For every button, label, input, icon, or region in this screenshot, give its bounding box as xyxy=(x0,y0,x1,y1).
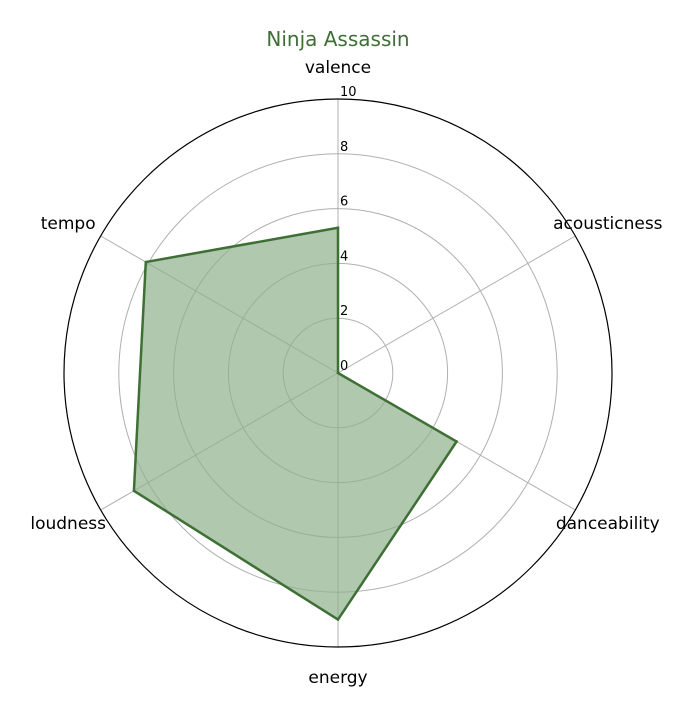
radial-tick-label: 10 xyxy=(340,85,357,100)
data-point-tempo xyxy=(144,260,147,264)
category-label-acousticness: acousticness xyxy=(553,214,663,234)
category-label-tempo: tempo xyxy=(41,214,96,234)
data-layer xyxy=(132,226,459,622)
axis-spoke xyxy=(337,235,576,374)
data-point-energy xyxy=(336,618,340,621)
radial-tick-label: 2 xyxy=(340,304,348,319)
radial-tick-label: 8 xyxy=(340,140,348,155)
category-label-energy: energy xyxy=(308,668,367,688)
chart-title: Ninja Assassin xyxy=(266,27,409,51)
label-layer: 0 2 4 6 8 10 valence acousticness danceability en… xyxy=(30,58,662,688)
radial-tick-label: 6 xyxy=(340,195,348,210)
data-point-valence xyxy=(336,226,340,229)
data-point-loudness xyxy=(132,489,136,493)
data-point-acousticness xyxy=(336,371,340,375)
polar-frame xyxy=(63,98,613,648)
category-label-valence: valence xyxy=(305,58,371,78)
category-label-danceability: danceability xyxy=(556,514,660,534)
series-area xyxy=(133,227,457,620)
radial-tick-label: 0 xyxy=(340,359,348,374)
data-point-danceability xyxy=(455,440,458,443)
radial-tick-label: 4 xyxy=(340,249,348,264)
category-label-loudness: loudness xyxy=(30,514,106,534)
